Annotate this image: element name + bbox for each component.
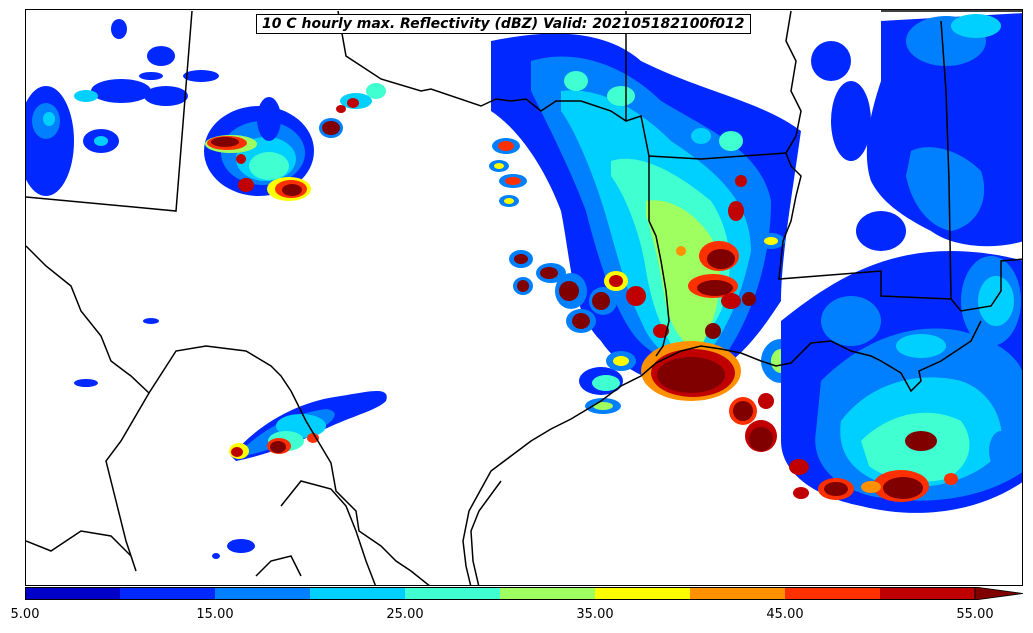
colorbar-bin (880, 587, 976, 600)
storm-cells-central-texas (489, 138, 646, 414)
colorbar-bin (215, 587, 311, 600)
colorbar-bin (500, 587, 596, 600)
colorbar-bin (785, 587, 881, 600)
storm-cluster-northwest (26, 19, 219, 196)
colorbar-tick-label: 5.00 (10, 607, 40, 622)
colorbar-bin (310, 587, 406, 600)
colorbar-tick-label: 15.00 (196, 607, 234, 622)
map-title: 10 C hourly max. Reflectivity (dBZ) Vali… (256, 14, 751, 34)
colorbar-bin (120, 587, 216, 600)
colorbar-tick-label: 35.00 (576, 607, 614, 622)
map-frame (25, 9, 1023, 586)
colorbar-outline (25, 587, 976, 600)
storm-cluster-northeast (757, 13, 1022, 251)
colorbar-bin (595, 587, 691, 600)
colorbar-bins (25, 587, 976, 600)
reflectivity-map (26, 10, 1022, 585)
colorbar-extend-max (974, 587, 1023, 600)
storm-band-east-texas (491, 33, 801, 384)
colorbar-bin (405, 587, 501, 600)
colorbar-tick-label: 45.00 (766, 607, 804, 622)
colorbar-bin (690, 587, 786, 600)
storm-band-louisiana-gulf (781, 251, 1022, 513)
storm-cluster-panhandle (204, 83, 386, 201)
colorbar (25, 587, 1023, 600)
colorbar-bin (25, 587, 121, 600)
colorbar-tick-label: 25.00 (386, 607, 424, 622)
colorbar-tick-label: 55.00 (956, 607, 994, 622)
geographic-boundaries (26, 10, 1022, 585)
